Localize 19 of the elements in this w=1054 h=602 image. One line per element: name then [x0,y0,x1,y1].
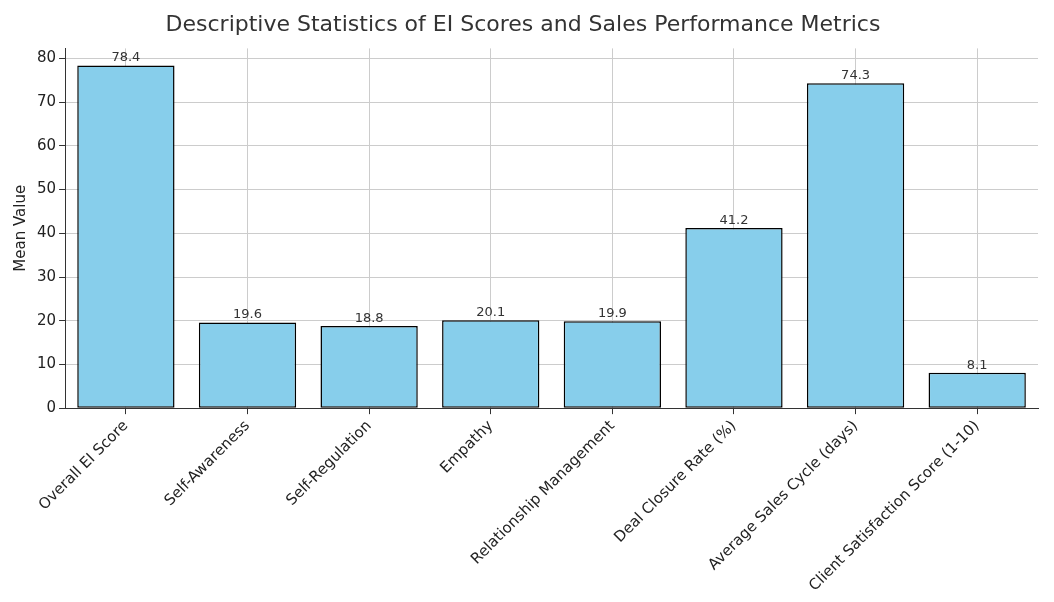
y-tick-label: 20 [36,310,57,329]
data-label: 78.4 [111,49,141,65]
data-label: 18.8 [354,309,384,325]
data-label: 8.1 [966,356,988,372]
data-label: 20.1 [476,304,506,320]
y-tick-label: 40 [36,223,57,242]
y-tick-label: 10 [36,354,57,373]
chart-title: Descriptive Statistics of EI Scores and Sales Performance Metrics [165,10,881,36]
y-tick-label: 70 [36,92,57,111]
y-tick-label: 80 [36,48,57,67]
y-axis-title: Mean Value [10,184,29,272]
data-label: 19.9 [597,305,627,321]
y-tick-label: 0 [46,398,57,417]
data-label: 41.2 [719,211,749,227]
data-label: 19.6 [233,306,262,322]
y-tick-label: 30 [36,266,57,285]
y-tick-label: 60 [36,135,57,154]
data-label: 74.3 [841,67,871,83]
y-tick-label: 50 [36,179,57,198]
